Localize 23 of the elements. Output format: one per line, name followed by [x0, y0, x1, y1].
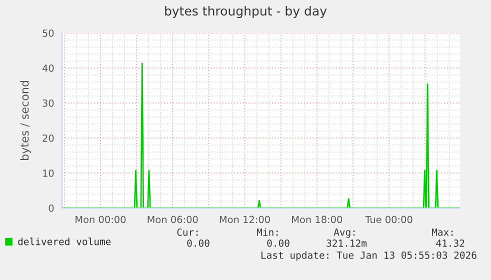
x-tick-label: Mon 00:00: [76, 216, 126, 224]
y-tick-label: 0: [48, 204, 54, 212]
x-tick-label: Mon 18:00: [292, 216, 342, 224]
text: Min:: [256, 228, 278, 236]
y-tick-label: 40: [42, 64, 54, 72]
text: Max:: [432, 228, 453, 236]
legend-label: delivered volume: [18, 238, 111, 246]
text: 0.00: [187, 239, 210, 247]
text: 0.00: [267, 239, 290, 247]
y-tick-label: 20: [42, 134, 54, 142]
y-tick-label: 10: [43, 169, 54, 177]
text: 41.32: [436, 239, 464, 247]
x-tick-label: Mon 06:00: [148, 216, 198, 224]
text: 321.12m: [326, 239, 367, 247]
chart-title: bytes throughput - by day: [165, 6, 327, 18]
y-tick-label: 30: [42, 99, 54, 107]
x-tick-label: Tue 00:00: [365, 216, 412, 224]
y-axis-title: bytes / second: [20, 80, 31, 160]
text: Cur:: [177, 228, 198, 236]
x-tick-label: Mon 12:00: [220, 216, 270, 224]
text: Last update: Tue Jan 13 05:55:03 2026: [261, 251, 476, 261]
y-tick-label: 50: [42, 29, 54, 37]
text: Avg:: [334, 228, 355, 238]
